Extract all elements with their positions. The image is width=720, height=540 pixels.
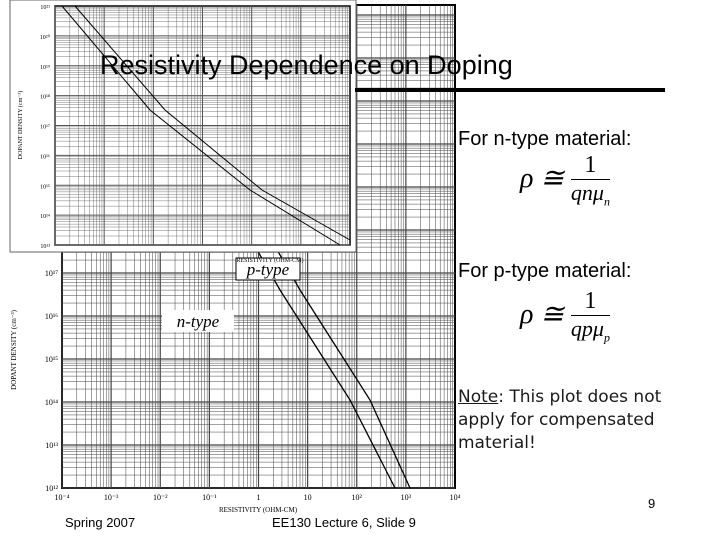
den: qpμ (570, 316, 604, 341)
x-tick-label: 10⁻² (153, 493, 168, 502)
y-tick-label: 10¹⁵ (45, 355, 58, 364)
inset-y-tick-label: 10²⁰ (40, 34, 51, 41)
y-axis-label: DOPANT DENSITY (cm⁻³) (10, 309, 18, 389)
x-tick-label: 10⁻⁴ (54, 493, 69, 502)
p-formula: ρ ≅ 1 qpμp (520, 288, 610, 345)
denominator: qpμp (571, 316, 610, 345)
subscript: n (603, 194, 610, 209)
p-heading: For p-type material: (458, 260, 632, 282)
x-tick-label: 10⁻³ (104, 493, 119, 502)
note-text: : This plot does not apply for compensat… (458, 387, 662, 453)
fraction: 1 qnμn (570, 152, 610, 209)
denominator: qnμn (571, 180, 610, 209)
lhs: ρ ≅ (520, 299, 564, 331)
x-axis-label: RESISTIVITY (OHM-CM) (219, 506, 298, 514)
x-tick-label: 10³ (401, 493, 412, 502)
footer-center: EE130 Lecture 6, Slide 9 (272, 515, 416, 530)
x-tick-label: 1 (257, 493, 261, 502)
title-rule (355, 88, 665, 92)
numerator: 1 (570, 288, 610, 316)
inset-curve (61, 5, 341, 246)
den: qnμ (570, 180, 604, 205)
inset-y-tick-label: 10¹⁹ (40, 65, 50, 71)
inset-curve (74, 5, 351, 241)
lhs: ρ ≅ (520, 163, 564, 195)
note: Note: This plot does not apply for compe… (458, 386, 698, 455)
inset-y-tick-label: 10¹⁷ (40, 125, 50, 131)
label-box (162, 310, 234, 332)
subscript: p (603, 330, 610, 345)
y-tick-label: 10¹³ (45, 441, 58, 450)
inset-x-axis-label: RESISTIVITY (OHM-CM) (237, 257, 304, 264)
footer-left: Spring 2007 (65, 515, 136, 530)
y-tick-label: 10¹⁴ (45, 398, 58, 407)
curve-label: p-type (246, 260, 290, 279)
fraction: 1 qpμp (570, 288, 610, 345)
inset-y-tick-label: 10¹⁶ (40, 154, 50, 160)
n-formula: ρ ≅ 1 qnμn (520, 152, 610, 209)
x-tick-label: 10⁻¹ (202, 493, 217, 502)
page-number: 9 (648, 496, 656, 511)
inset-y-tick-label: 10¹⁸ (40, 95, 50, 101)
x-tick-label: 10 (304, 493, 312, 502)
inset-y-tick-label: 10¹⁴ (40, 214, 50, 220)
n-heading: For n-type material: (458, 128, 632, 150)
y-tick-label: 10¹⁷ (45, 269, 58, 278)
y-tick-label: 10¹² (45, 484, 58, 493)
inset-y-tick-label: 10²¹ (40, 5, 50, 11)
curve-label: n-type (177, 312, 220, 331)
y-tick-label: 10¹⁶ (45, 312, 58, 321)
inset-y-tick-label: 10¹³ (40, 244, 50, 250)
inset-y-axis-label: DOPANT DENSITY (cm⁻³) (17, 91, 24, 159)
x-tick-label: 10⁴ (450, 493, 461, 502)
x-tick-label: 10² (352, 493, 363, 502)
note-label: Note (458, 387, 499, 407)
label-box (235, 257, 301, 281)
numerator: 1 (570, 152, 610, 180)
inset-y-tick-label: 10¹⁵ (40, 184, 50, 190)
title: Resistivity Dependence on Doping (100, 50, 513, 80)
